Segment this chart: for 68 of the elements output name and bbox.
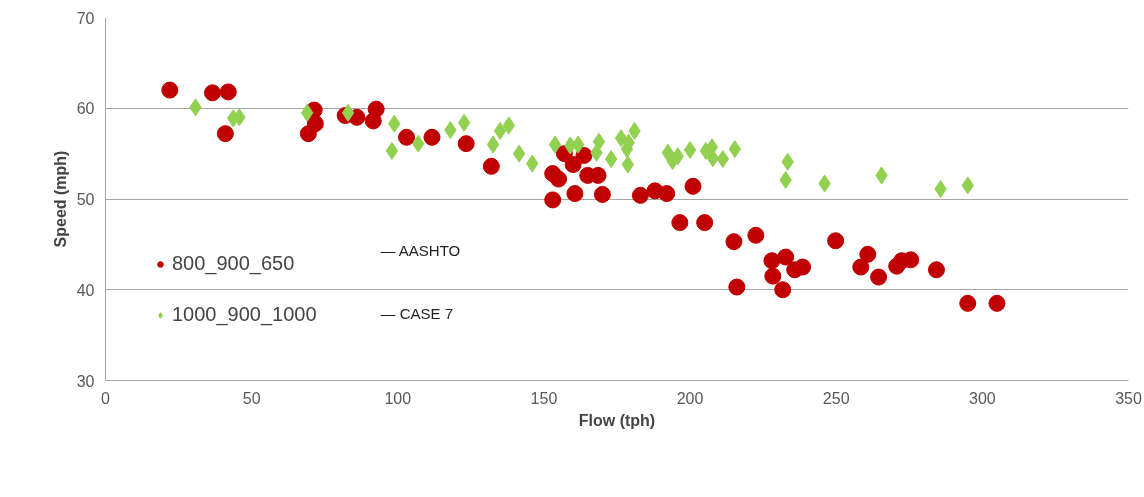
x-tick-label: 350 — [1115, 389, 1142, 407]
point — [548, 135, 562, 154]
point — [725, 233, 743, 251]
point — [341, 103, 355, 122]
y-axis-title: Speed (mph) — [51, 150, 69, 248]
point — [457, 113, 471, 132]
point — [457, 135, 475, 153]
x-tick-label: 100 — [384, 389, 412, 407]
legend-label: 800_900_650 — [172, 252, 295, 275]
point — [493, 121, 507, 140]
point — [827, 232, 845, 250]
x-tick-label: 0 — [101, 389, 111, 407]
point — [502, 116, 516, 135]
point — [747, 226, 765, 244]
point — [631, 186, 649, 204]
x-axis-title: Flow (tph) — [578, 411, 656, 429]
point — [774, 281, 792, 299]
point — [614, 129, 628, 148]
point — [859, 245, 877, 263]
annotation: — CASE 7 — [380, 305, 454, 322]
point — [658, 185, 676, 203]
y-tick-label: 70 — [76, 9, 95, 27]
point — [566, 185, 584, 203]
point — [512, 144, 526, 163]
point — [564, 156, 582, 173]
point — [696, 214, 714, 232]
point — [593, 185, 611, 203]
y-tick-label: 30 — [76, 372, 95, 390]
point — [544, 191, 562, 209]
point — [161, 81, 179, 99]
point — [592, 132, 606, 151]
y-tick-label: 50 — [76, 191, 95, 208]
x-tick-label: 150 — [530, 389, 558, 407]
point — [706, 149, 720, 168]
x-tick-label: 200 — [676, 389, 704, 407]
point — [604, 150, 618, 169]
point — [671, 214, 689, 232]
point — [927, 261, 945, 279]
point — [203, 84, 221, 102]
point — [486, 135, 500, 154]
point — [988, 294, 1006, 312]
point — [683, 140, 697, 159]
point — [852, 258, 870, 276]
point — [870, 268, 888, 286]
point — [367, 100, 385, 118]
y-tick-label: 40 — [76, 281, 95, 299]
point — [959, 294, 977, 312]
point — [786, 261, 804, 279]
point — [763, 252, 781, 270]
y-tick-label: 60 — [76, 100, 95, 118]
point — [764, 267, 782, 285]
point — [385, 141, 399, 160]
point — [550, 170, 568, 188]
legend-label: 1000_900_1000 — [172, 303, 317, 326]
point — [216, 125, 234, 143]
point — [398, 128, 416, 146]
point — [482, 157, 500, 175]
annotation: — AASHTO — [380, 242, 461, 259]
point — [777, 248, 795, 266]
point — [571, 135, 585, 154]
point — [684, 177, 702, 195]
point — [219, 83, 237, 101]
point — [299, 125, 317, 143]
x-tick-label: 50 — [242, 389, 261, 407]
x-tick-label: 250 — [822, 389, 850, 407]
point — [728, 278, 746, 296]
x-tick-label: 300 — [969, 389, 996, 407]
point — [423, 128, 441, 146]
